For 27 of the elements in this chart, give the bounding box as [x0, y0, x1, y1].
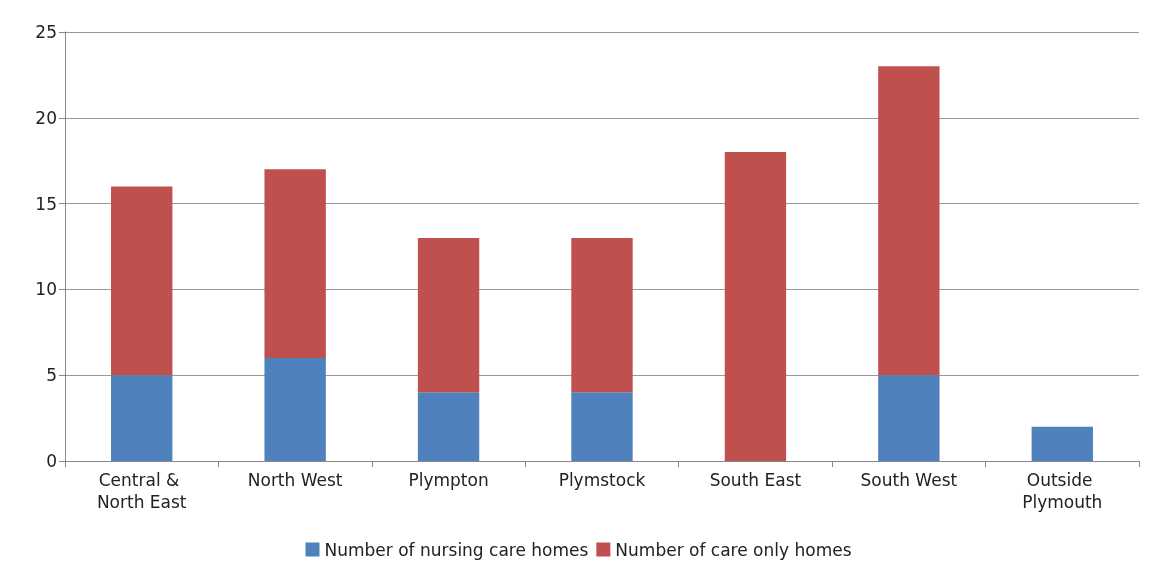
- legend-label: Number of nursing care homes: [324, 539, 589, 560]
- bar: [264, 169, 326, 359]
- bar: [417, 392, 480, 461]
- bar: [878, 375, 940, 461]
- y-tick-label: 20: [35, 107, 57, 128]
- y-tick-label: 10: [35, 279, 57, 300]
- bar: [111, 186, 173, 376]
- y-tick-label: 5: [46, 365, 57, 386]
- bar: [724, 152, 787, 461]
- y-tick-label: 25: [35, 22, 57, 42]
- x-tick-label: North West: [247, 470, 343, 490]
- bar: [1031, 426, 1093, 461]
- y-tick-label: 0: [46, 451, 57, 471]
- x-tick-label: Plymstock: [558, 470, 646, 490]
- bar: [571, 392, 633, 461]
- legend-label: Number of care only homes: [615, 539, 852, 560]
- x-tick-label: Outside Plymouth: [1022, 470, 1103, 512]
- bar: [571, 237, 633, 393]
- y-tick-label: 15: [35, 193, 57, 214]
- x-tick-label: South West: [860, 470, 958, 490]
- bar: [111, 375, 173, 461]
- bar: [878, 66, 940, 376]
- bar: [264, 358, 326, 461]
- x-tick-label: Plympton: [408, 470, 489, 490]
- x-tick-label: Central & North East: [96, 470, 187, 512]
- bar: [417, 237, 480, 393]
- x-tick-label: South East: [709, 470, 802, 490]
